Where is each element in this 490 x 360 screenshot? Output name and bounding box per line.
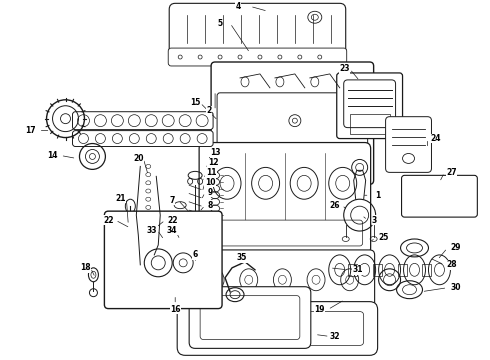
FancyBboxPatch shape [73,131,213,147]
Text: 14: 14 [48,151,58,160]
Text: 6: 6 [193,251,198,260]
Text: 22: 22 [167,216,177,225]
FancyBboxPatch shape [168,48,347,66]
FancyBboxPatch shape [217,93,368,178]
Text: 23: 23 [340,64,350,73]
Text: 34: 34 [167,226,177,235]
Text: 5: 5 [218,19,222,28]
Text: 31: 31 [352,265,363,274]
Text: 4: 4 [235,2,241,11]
FancyBboxPatch shape [189,287,311,348]
Text: 32: 32 [329,332,340,341]
Text: 25: 25 [378,234,389,243]
Text: 11: 11 [206,168,217,177]
Text: 1: 1 [375,191,380,200]
Text: 33: 33 [147,226,157,235]
Text: 16: 16 [170,305,180,314]
FancyBboxPatch shape [190,250,375,310]
Bar [348,264,357,276]
FancyBboxPatch shape [199,143,370,254]
FancyBboxPatch shape [343,80,395,128]
Text: 35: 35 [237,253,247,262]
Text: 12: 12 [208,158,219,167]
Bar [372,264,382,276]
Text: 24: 24 [430,134,441,143]
FancyBboxPatch shape [401,175,477,217]
Text: 28: 28 [446,260,457,269]
Text: 18: 18 [80,263,91,272]
Text: 17: 17 [25,126,36,135]
Bar [422,264,432,276]
FancyBboxPatch shape [104,211,222,309]
FancyBboxPatch shape [169,3,346,55]
Text: 29: 29 [450,243,461,252]
Text: 7: 7 [170,196,175,205]
Text: 22: 22 [103,216,114,225]
Text: 2: 2 [206,106,212,115]
FancyBboxPatch shape [386,117,432,172]
Text: 30: 30 [450,283,461,292]
Text: 27: 27 [446,168,457,177]
FancyBboxPatch shape [73,112,213,130]
Text: 9: 9 [207,188,213,197]
Text: 19: 19 [315,305,325,314]
Text: 13: 13 [210,148,220,157]
Bar [397,264,407,276]
Text: 3: 3 [372,216,377,225]
Text: 20: 20 [133,154,144,163]
Bar [350,114,390,134]
Text: 15: 15 [190,98,200,107]
FancyBboxPatch shape [337,73,403,139]
FancyBboxPatch shape [200,296,300,339]
Text: 21: 21 [115,194,125,203]
FancyBboxPatch shape [191,311,364,345]
Text: 26: 26 [329,201,340,210]
Text: 8: 8 [207,201,213,210]
FancyBboxPatch shape [177,302,378,355]
FancyBboxPatch shape [207,220,363,246]
Text: 10: 10 [205,178,215,187]
FancyBboxPatch shape [211,62,374,184]
FancyBboxPatch shape [206,184,368,247]
